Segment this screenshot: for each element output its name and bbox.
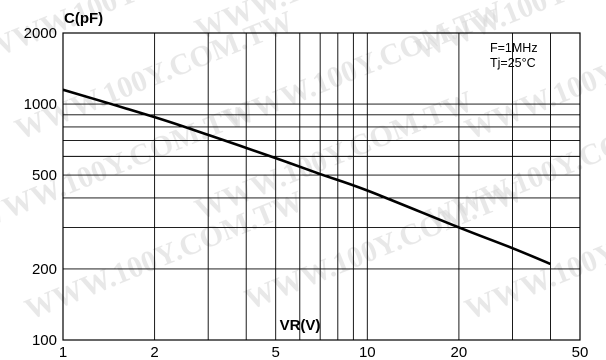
annotation-frequency: F=1MHz (490, 41, 538, 55)
y-tick-label: 100 (32, 332, 57, 349)
y-axis-title: C(pF) (64, 10, 103, 27)
x-axis-title: VR(V) (280, 317, 321, 334)
y-tick-labels: 100 200 500 1000 2000 (24, 25, 57, 349)
x-tick-label: 2 (150, 344, 158, 360)
x-tick-labels: 1 2 5 10 20 50 (59, 344, 589, 360)
y-tick-label: 2000 (24, 25, 57, 42)
series-line (62, 88, 552, 266)
x-tick-label: 10 (359, 344, 376, 360)
x-tick-label: 20 (451, 344, 468, 360)
x-tick-label: 5 (272, 344, 280, 360)
y-tick-label: 500 (32, 167, 57, 184)
y-tick-label: 1000 (24, 96, 57, 113)
annotation-temperature: Tj=25°C (490, 56, 536, 70)
plot-frame (62, 32, 581, 341)
x-tick-label: 50 (572, 344, 589, 360)
y-tick-label: 200 (32, 261, 57, 278)
x-tick-label: 1 (59, 344, 67, 360)
